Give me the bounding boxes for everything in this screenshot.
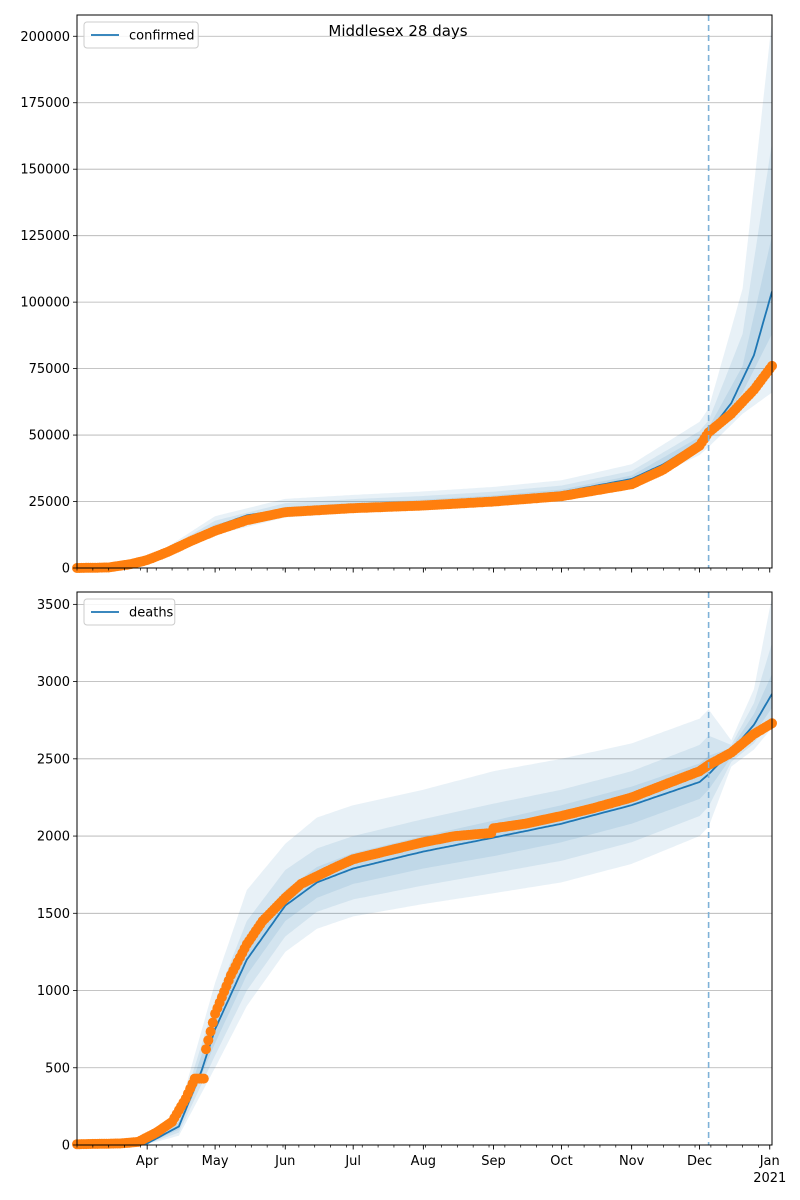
outer-band-forecast xyxy=(708,596,772,827)
y-tick-label: 2500 xyxy=(37,752,70,767)
x-tick-label: Jun xyxy=(274,1154,295,1169)
x-tick-label: Jan xyxy=(759,1154,780,1169)
x-tick-label: Oct xyxy=(550,1154,572,1169)
y-tick-label: 0 xyxy=(62,562,70,577)
observed-point xyxy=(198,1073,209,1084)
deaths-panel: 0 500 1000 1500 2000 2500 3000 3500 Apr May Jun Jul… xyxy=(37,591,786,1186)
confirmed-panel: 0 25000 50000 75000 100000 125000 150000 175000… xyxy=(20,14,777,577)
plot-frame xyxy=(76,591,773,1146)
observed-point xyxy=(205,1026,216,1037)
x-tick-label: Aug xyxy=(411,1154,436,1169)
y-tick-label: 3000 xyxy=(37,675,70,690)
y-tick-label: 2000 xyxy=(37,830,70,845)
y-tick-label: 150000 xyxy=(20,163,70,178)
y-tick-label: 1000 xyxy=(37,984,70,999)
x-tick-label: May xyxy=(202,1154,229,1169)
y-tick-label: 50000 xyxy=(29,429,70,444)
legend-box xyxy=(83,21,199,49)
y-tick-label: 200000 xyxy=(20,30,70,45)
y-tick-label: 125000 xyxy=(20,229,70,244)
y-tick-label: 0 xyxy=(62,1139,70,1154)
middle-band-forecast xyxy=(708,643,772,807)
legend: confirmed xyxy=(83,21,199,49)
y-tick-label: 1500 xyxy=(37,907,70,922)
legend: deaths xyxy=(83,598,176,626)
y-tick-label: 75000 xyxy=(29,362,70,377)
x-year-label: 2021 xyxy=(753,1171,786,1186)
observed-point xyxy=(203,1035,214,1046)
observed-point xyxy=(201,1044,211,1055)
y-tick-label: 100000 xyxy=(20,296,70,311)
legend-box xyxy=(83,598,176,626)
observed-point xyxy=(207,1017,218,1028)
model-line-history xyxy=(77,773,710,1145)
x-tick-label: Nov xyxy=(619,1154,645,1169)
plot-frame xyxy=(76,14,773,569)
figure-title: Middlesex 28 days xyxy=(328,22,467,40)
x-tick-label: Sep xyxy=(481,1154,506,1169)
legend-label: deaths xyxy=(129,606,174,621)
y-tick-label: 175000 xyxy=(20,96,70,111)
legend-label: confirmed xyxy=(129,29,195,44)
x-tick-label: Dec xyxy=(687,1154,712,1169)
y-tick-label: 25000 xyxy=(29,495,70,510)
x-tick-label: Apr xyxy=(136,1154,159,1169)
middle-band-history xyxy=(77,735,709,1145)
middle-band-forecast xyxy=(708,142,772,441)
observed-points xyxy=(72,360,777,573)
x-tick-label: Jul xyxy=(344,1154,361,1169)
outer-band-forecast xyxy=(708,20,772,448)
y-tick-label: 3500 xyxy=(37,598,70,613)
y-tick-label: 500 xyxy=(45,1061,70,1076)
